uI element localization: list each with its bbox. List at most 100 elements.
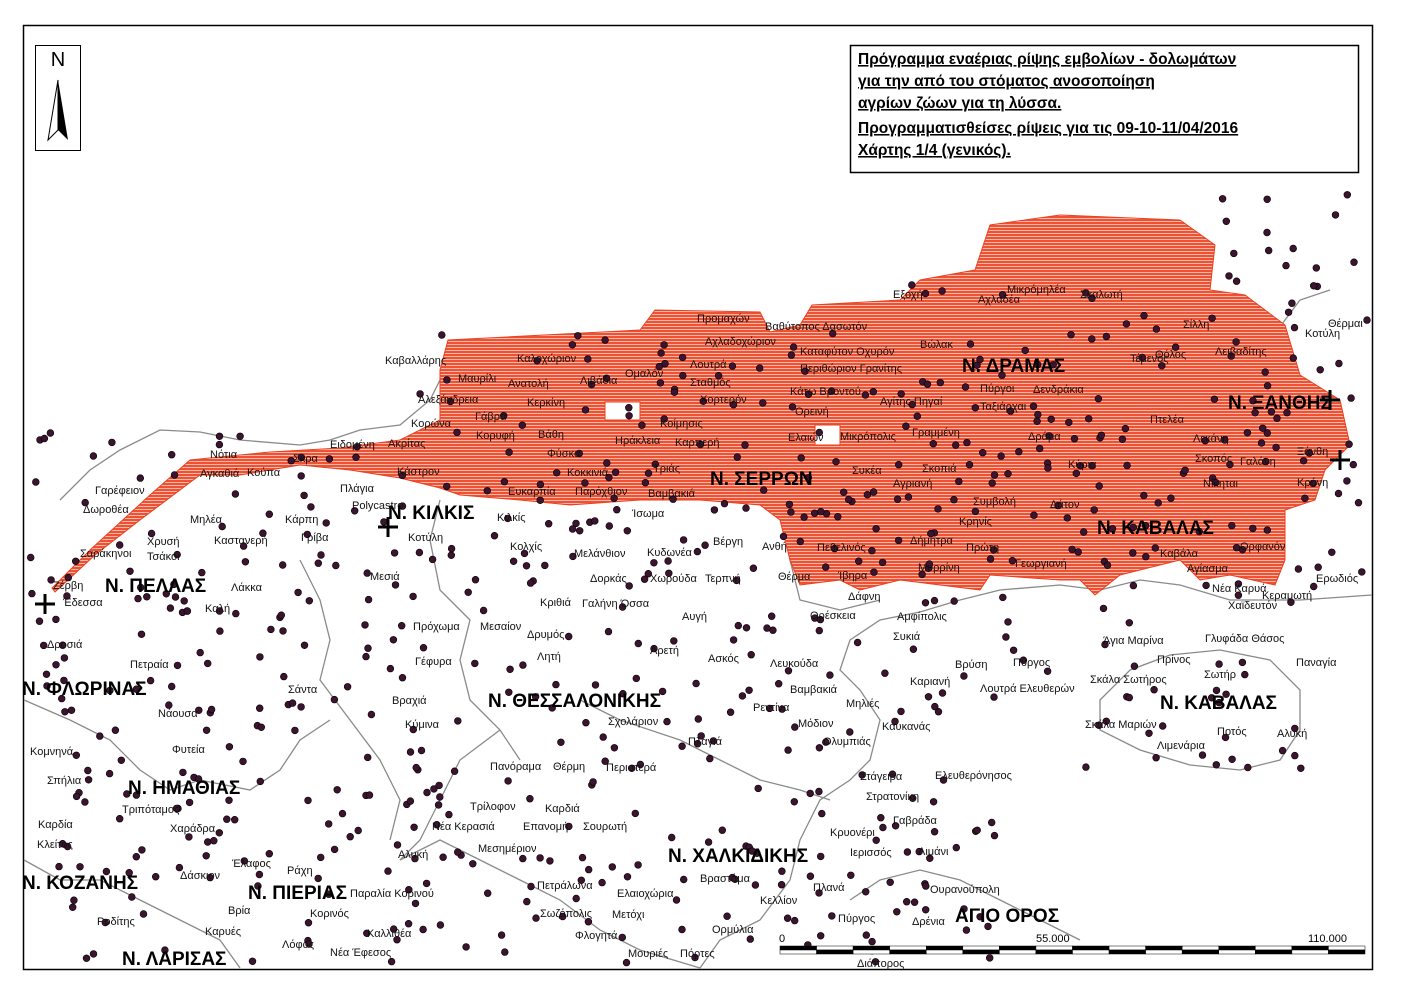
settlement-dot [618,603,627,611]
settlement-dot [519,661,527,669]
settlement-dot [364,753,372,762]
place-label: Βρύση [955,659,988,671]
scale-segment [926,949,964,955]
settlement-dot [952,843,960,852]
place-label: Θέρμη [553,761,585,773]
settlement-dot [990,831,999,840]
settlement-dot [240,857,249,865]
settlement-dot [204,659,212,668]
settlement-dot [790,798,798,806]
scale-segment [1072,945,1110,951]
settlement-dot [1241,670,1249,679]
settlement-dot [729,636,738,644]
settlement-dot [1094,395,1103,403]
settlement-dot [454,848,462,856]
place-label: Αχλαδοχώριον [705,336,776,348]
settlement-dot [471,659,479,668]
place-label: Νέα Κερασιά [432,821,495,833]
settlement-dot [886,878,894,886]
settlement-dot [1123,461,1131,470]
place-label: Ορέσκεια [810,610,856,622]
settlement-dot [806,872,815,880]
settlement-dot [999,593,1007,602]
settlement-dot [748,847,756,855]
settlement-dot [138,846,146,854]
settlement-dot [505,688,513,696]
settlement-dot [325,455,334,463]
scale-segment [889,949,927,955]
settlement-dot [175,863,184,872]
settlement-dot [670,637,678,645]
place-label: Κούπα [247,467,281,479]
settlement-dot [1118,435,1127,443]
airfield-symbol [1320,390,1340,410]
place-label: Κοίμησις [660,418,703,430]
settlement-dot [826,671,834,679]
settlement-dot [623,873,632,881]
settlement-dot [564,632,573,641]
settlement-dot [821,563,830,571]
settlement-dot [1088,335,1096,343]
settlement-dot [1358,568,1366,576]
settlement-dot [891,717,899,726]
settlement-dot [202,852,210,860]
settlement-dot [638,421,646,429]
settlement-dot [1008,556,1017,565]
settlement-dot [619,689,627,698]
place-label: Καστανερή [214,535,268,547]
place-label: Εξοχή [893,289,923,301]
place-label: Σκάλα Σωτήρος [1090,674,1167,686]
settlement-dot [57,694,66,703]
settlement-dot [265,510,273,518]
arrow-half [47,79,59,142]
settlement-dot [479,606,488,615]
settlement-dot [861,888,870,896]
settlement-dot [504,777,512,785]
settlement-dot [239,542,248,550]
settlement-dot [484,889,492,897]
settlement-dot [1282,261,1290,270]
settlement-dot [1305,449,1314,457]
place-label: Ευκαρπία [508,486,556,498]
region-label: Ν. ΚΑΒΑΛΑΣ [1097,518,1214,539]
settlement-dot [622,958,631,967]
settlement-dot [587,380,596,389]
settlement-dot [236,432,244,440]
place-label: Σουρωτή [583,821,627,833]
settlement-dot [1222,217,1231,226]
settlement-dot [1063,514,1072,522]
place-label: Βέργη [713,536,743,548]
settlement-dot [111,726,120,734]
place-label: Βαμβακιά [790,684,838,696]
scale-segment [1218,945,1256,951]
settlement-dot [61,708,69,716]
settlement-dot [610,494,618,502]
border-line [59,339,451,501]
settlement-dot [828,912,836,920]
settlement-dot [817,508,825,516]
settlement-dot [173,661,182,670]
settlement-dot [105,769,114,778]
settlement-dot [443,376,451,384]
settlement-dot [679,875,688,884]
place-label: Ειδομένη [330,439,375,451]
settlement-dot [195,706,203,714]
settlement-dot [704,838,713,846]
settlement-dot [966,340,975,348]
settlement-dot [1267,408,1276,416]
place-label: Συμβολή [973,496,1016,508]
settlement-dot [1138,353,1146,362]
settlement-dot [1238,658,1247,667]
place-label: Βάθη [538,429,564,441]
settlement-dot [664,557,672,565]
settlement-dot [1088,462,1096,470]
place-label: Τριάς [653,463,680,475]
settlement-dot [171,593,180,601]
settlement-dot [815,744,824,752]
settlement-dot [582,718,590,727]
settlement-dot [231,490,240,498]
place-label: Μηλιές [846,698,879,710]
settlement-dot [166,604,175,612]
settlement-dot [390,549,399,557]
